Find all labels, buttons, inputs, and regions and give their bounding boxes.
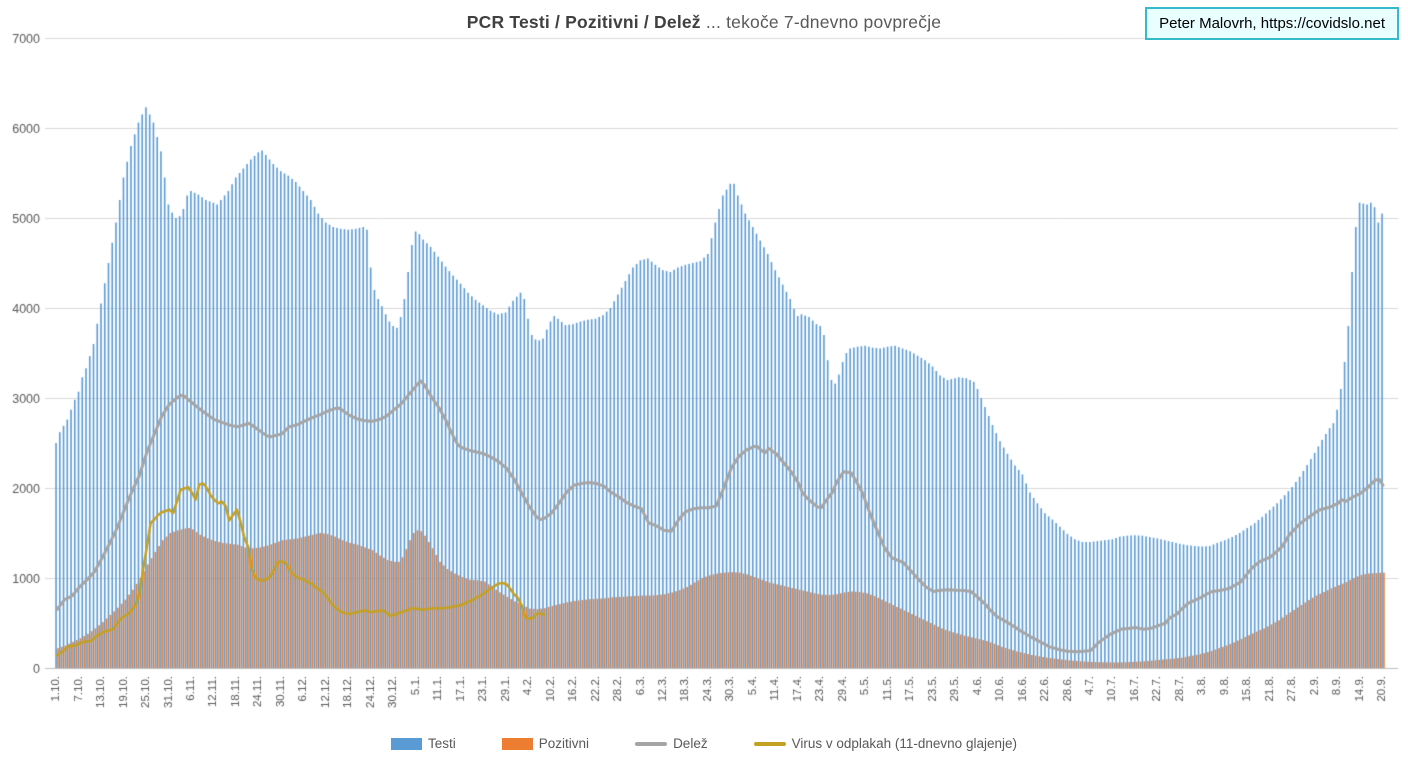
legend-label-delez: Delež — [673, 736, 708, 751]
legend-item-delez: Delež — [635, 736, 708, 751]
delez-line-swatch-icon — [635, 741, 668, 746]
legend-label-pozitivni: Pozitivni — [538, 736, 590, 751]
chart-title: PCR Testi / Pozitivni / Delež ... tekoče… — [0, 12, 1408, 33]
legend-item-testi: Testi — [391, 736, 456, 751]
chart-title-subtitle: ... tekoče 7-dnevno povprečje — [700, 12, 942, 32]
chart-legend: Testi Pozitivni Delež Virus v odplakah (… — [0, 736, 1408, 751]
legend-label-testi: Testi — [428, 736, 456, 751]
virus-line-swatch-icon — [753, 741, 786, 746]
legend-item-pozitivni: Pozitivni — [501, 736, 590, 751]
pozitivni-bar-swatch-icon — [501, 737, 533, 750]
testi-bar-swatch-icon — [391, 737, 423, 750]
chart-title-main: PCR Testi / Pozitivni / Delež — [466, 12, 701, 32]
legend-item-virus: Virus v odplakah (11-dnevno glajenje) — [753, 736, 1017, 751]
legend-label-virus: Virus v odplakah (11-dnevno glajenje) — [791, 736, 1017, 751]
attribution-box[interactable]: Peter Malovrh, https://covidslo.net — [1145, 7, 1399, 40]
